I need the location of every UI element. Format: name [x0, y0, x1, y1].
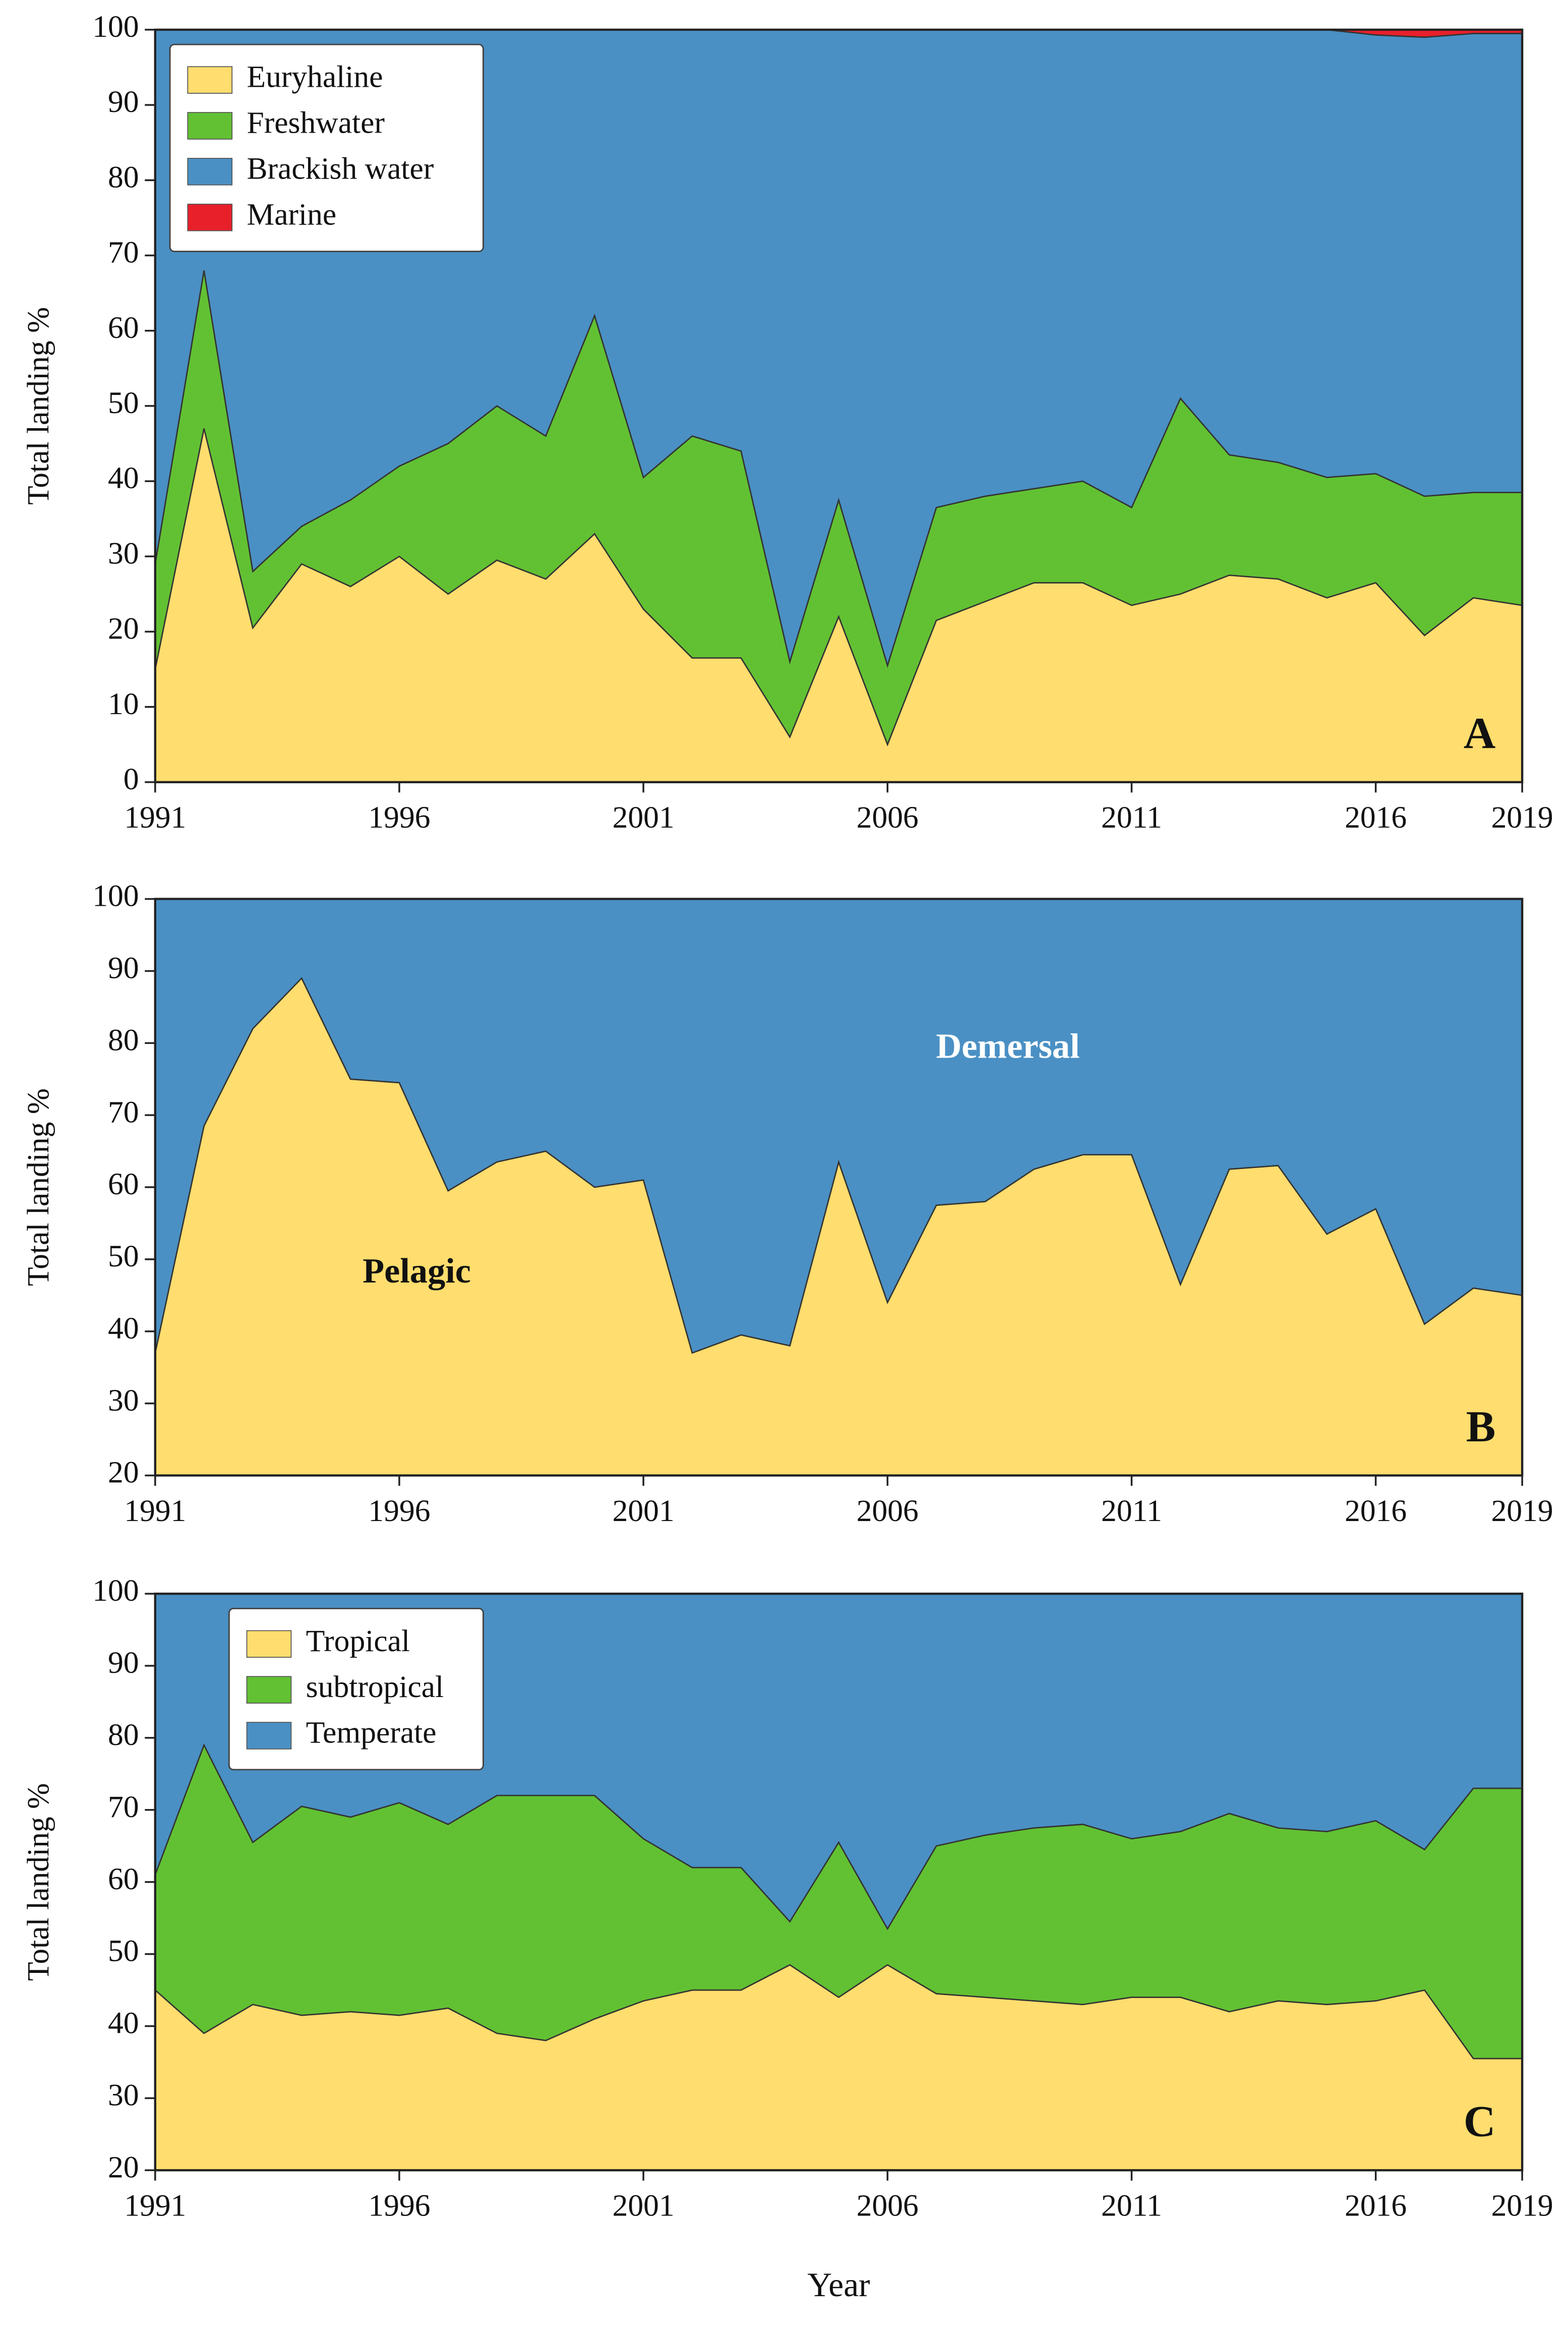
y-tick-label: 30 [108, 2078, 139, 2113]
area [155, 29, 1523, 668]
legend-label: Brackish water [247, 151, 434, 186]
y-axis-label: Total landing % [21, 1088, 55, 1286]
area [155, 1964, 1523, 2171]
x-axis-label: Year [807, 2266, 870, 2304]
x-tick-label: 2019 [1491, 1494, 1553, 1528]
legend-box [169, 43, 484, 253]
y-tick-label: 60 [108, 1167, 139, 1201]
x-tick-label: 1991 [124, 1494, 186, 1528]
legend-box [228, 1607, 484, 1771]
legend-swatch [246, 1676, 292, 1704]
y-tick-label: 90 [108, 1646, 139, 1680]
x-tick-label: 1991 [124, 2189, 186, 2223]
y-tick-label: 80 [108, 1718, 139, 1752]
y-tick-label: 30 [108, 1383, 139, 1418]
y-tick-label: 50 [108, 386, 139, 420]
legend-label: Freshwater [247, 106, 385, 140]
legend-swatch [246, 1630, 292, 1658]
y-tick-label: 70 [108, 1790, 139, 1824]
x-tick-label: 2001 [613, 2189, 675, 2223]
legend-swatch [187, 66, 233, 94]
plot-area [155, 899, 1523, 1476]
y-tick-label: 40 [108, 461, 139, 495]
area [155, 1594, 1523, 1931]
legend-swatch [187, 158, 233, 186]
y-tick-label: 10 [108, 687, 139, 721]
x-tick-label: 2001 [613, 800, 675, 835]
y-tick-label: 100 [92, 879, 139, 913]
y-tick-label: 100 [92, 10, 139, 44]
y-tick-label: 70 [108, 236, 139, 270]
x-tick-label: 2011 [1101, 2189, 1162, 2223]
y-axis-label: Total landing % [21, 1783, 55, 1981]
series-label: Pelagic [363, 1251, 471, 1291]
panel-letter: C [1464, 2097, 1496, 2146]
x-tick-label: 2016 [1345, 800, 1407, 835]
panel-letter: B [1466, 1403, 1496, 1451]
legend: Tropical subtropical Temperate [228, 1607, 484, 1771]
y-tick-label: 30 [108, 536, 139, 570]
legend-label: Tropical [306, 1624, 410, 1658]
x-tick-label: 2011 [1101, 1494, 1162, 1528]
area [155, 899, 1523, 1354]
legend-label: Marine [247, 197, 337, 231]
y-tick-label: 50 [108, 1239, 139, 1273]
y-tick-label: 60 [108, 1862, 139, 1896]
y-tick-label: 80 [108, 160, 139, 194]
x-tick-label: 2016 [1345, 2189, 1407, 2223]
x-tick-label: 1996 [368, 800, 430, 835]
legend-swatch [246, 1722, 292, 1749]
legend-label: Temperate [306, 1716, 437, 1750]
x-tick-label: 2006 [857, 1494, 919, 1528]
x-tick-label: 2019 [1491, 2189, 1553, 2223]
panel-letter: A [1464, 709, 1496, 758]
y-tick-label: 100 [92, 1573, 139, 1608]
legend: Euryhaline Freshwater Brackish water Marine [169, 43, 484, 253]
x-tick-label: 2019 [1491, 800, 1553, 835]
x-tick-label: 2001 [613, 1494, 675, 1528]
y-axis-label: Total landing % [21, 307, 55, 505]
frame [154, 898, 1524, 1477]
x-tick-label: 2006 [857, 800, 919, 835]
legend-swatch [187, 203, 233, 231]
y-tick-label: 20 [108, 1455, 139, 1490]
legend-swatch [187, 112, 233, 140]
y-tick-label: 40 [108, 1311, 139, 1346]
x-tick-label: 2016 [1345, 1494, 1407, 1528]
frame [154, 28, 1524, 784]
plot-area [155, 29, 1523, 782]
legend-label: subtropical [306, 1670, 444, 1704]
x-tick-label: 1996 [368, 2189, 430, 2223]
y-tick-label: 50 [108, 1934, 139, 1968]
x-tick-label: 2011 [1101, 800, 1162, 835]
x-tick-label: 2006 [857, 2189, 919, 2223]
series-label: Demersal [936, 1027, 1080, 1066]
y-tick-label: 80 [108, 1023, 139, 1057]
y-tick-label: 90 [108, 85, 139, 119]
y-tick-label: 0 [124, 762, 139, 796]
legend-label: Euryhaline [247, 60, 383, 94]
y-tick-label: 90 [108, 951, 139, 985]
plot-area [155, 1594, 1523, 2171]
y-tick-label: 60 [108, 311, 139, 345]
x-tick-label: 1996 [368, 1494, 430, 1528]
x-tick-label: 1991 [124, 800, 186, 835]
y-tick-label: 20 [108, 2150, 139, 2184]
y-tick-label: 20 [108, 612, 139, 646]
y-tick-label: 70 [108, 1095, 139, 1129]
y-tick-label: 40 [108, 2006, 139, 2040]
frame [154, 1592, 1524, 2172]
